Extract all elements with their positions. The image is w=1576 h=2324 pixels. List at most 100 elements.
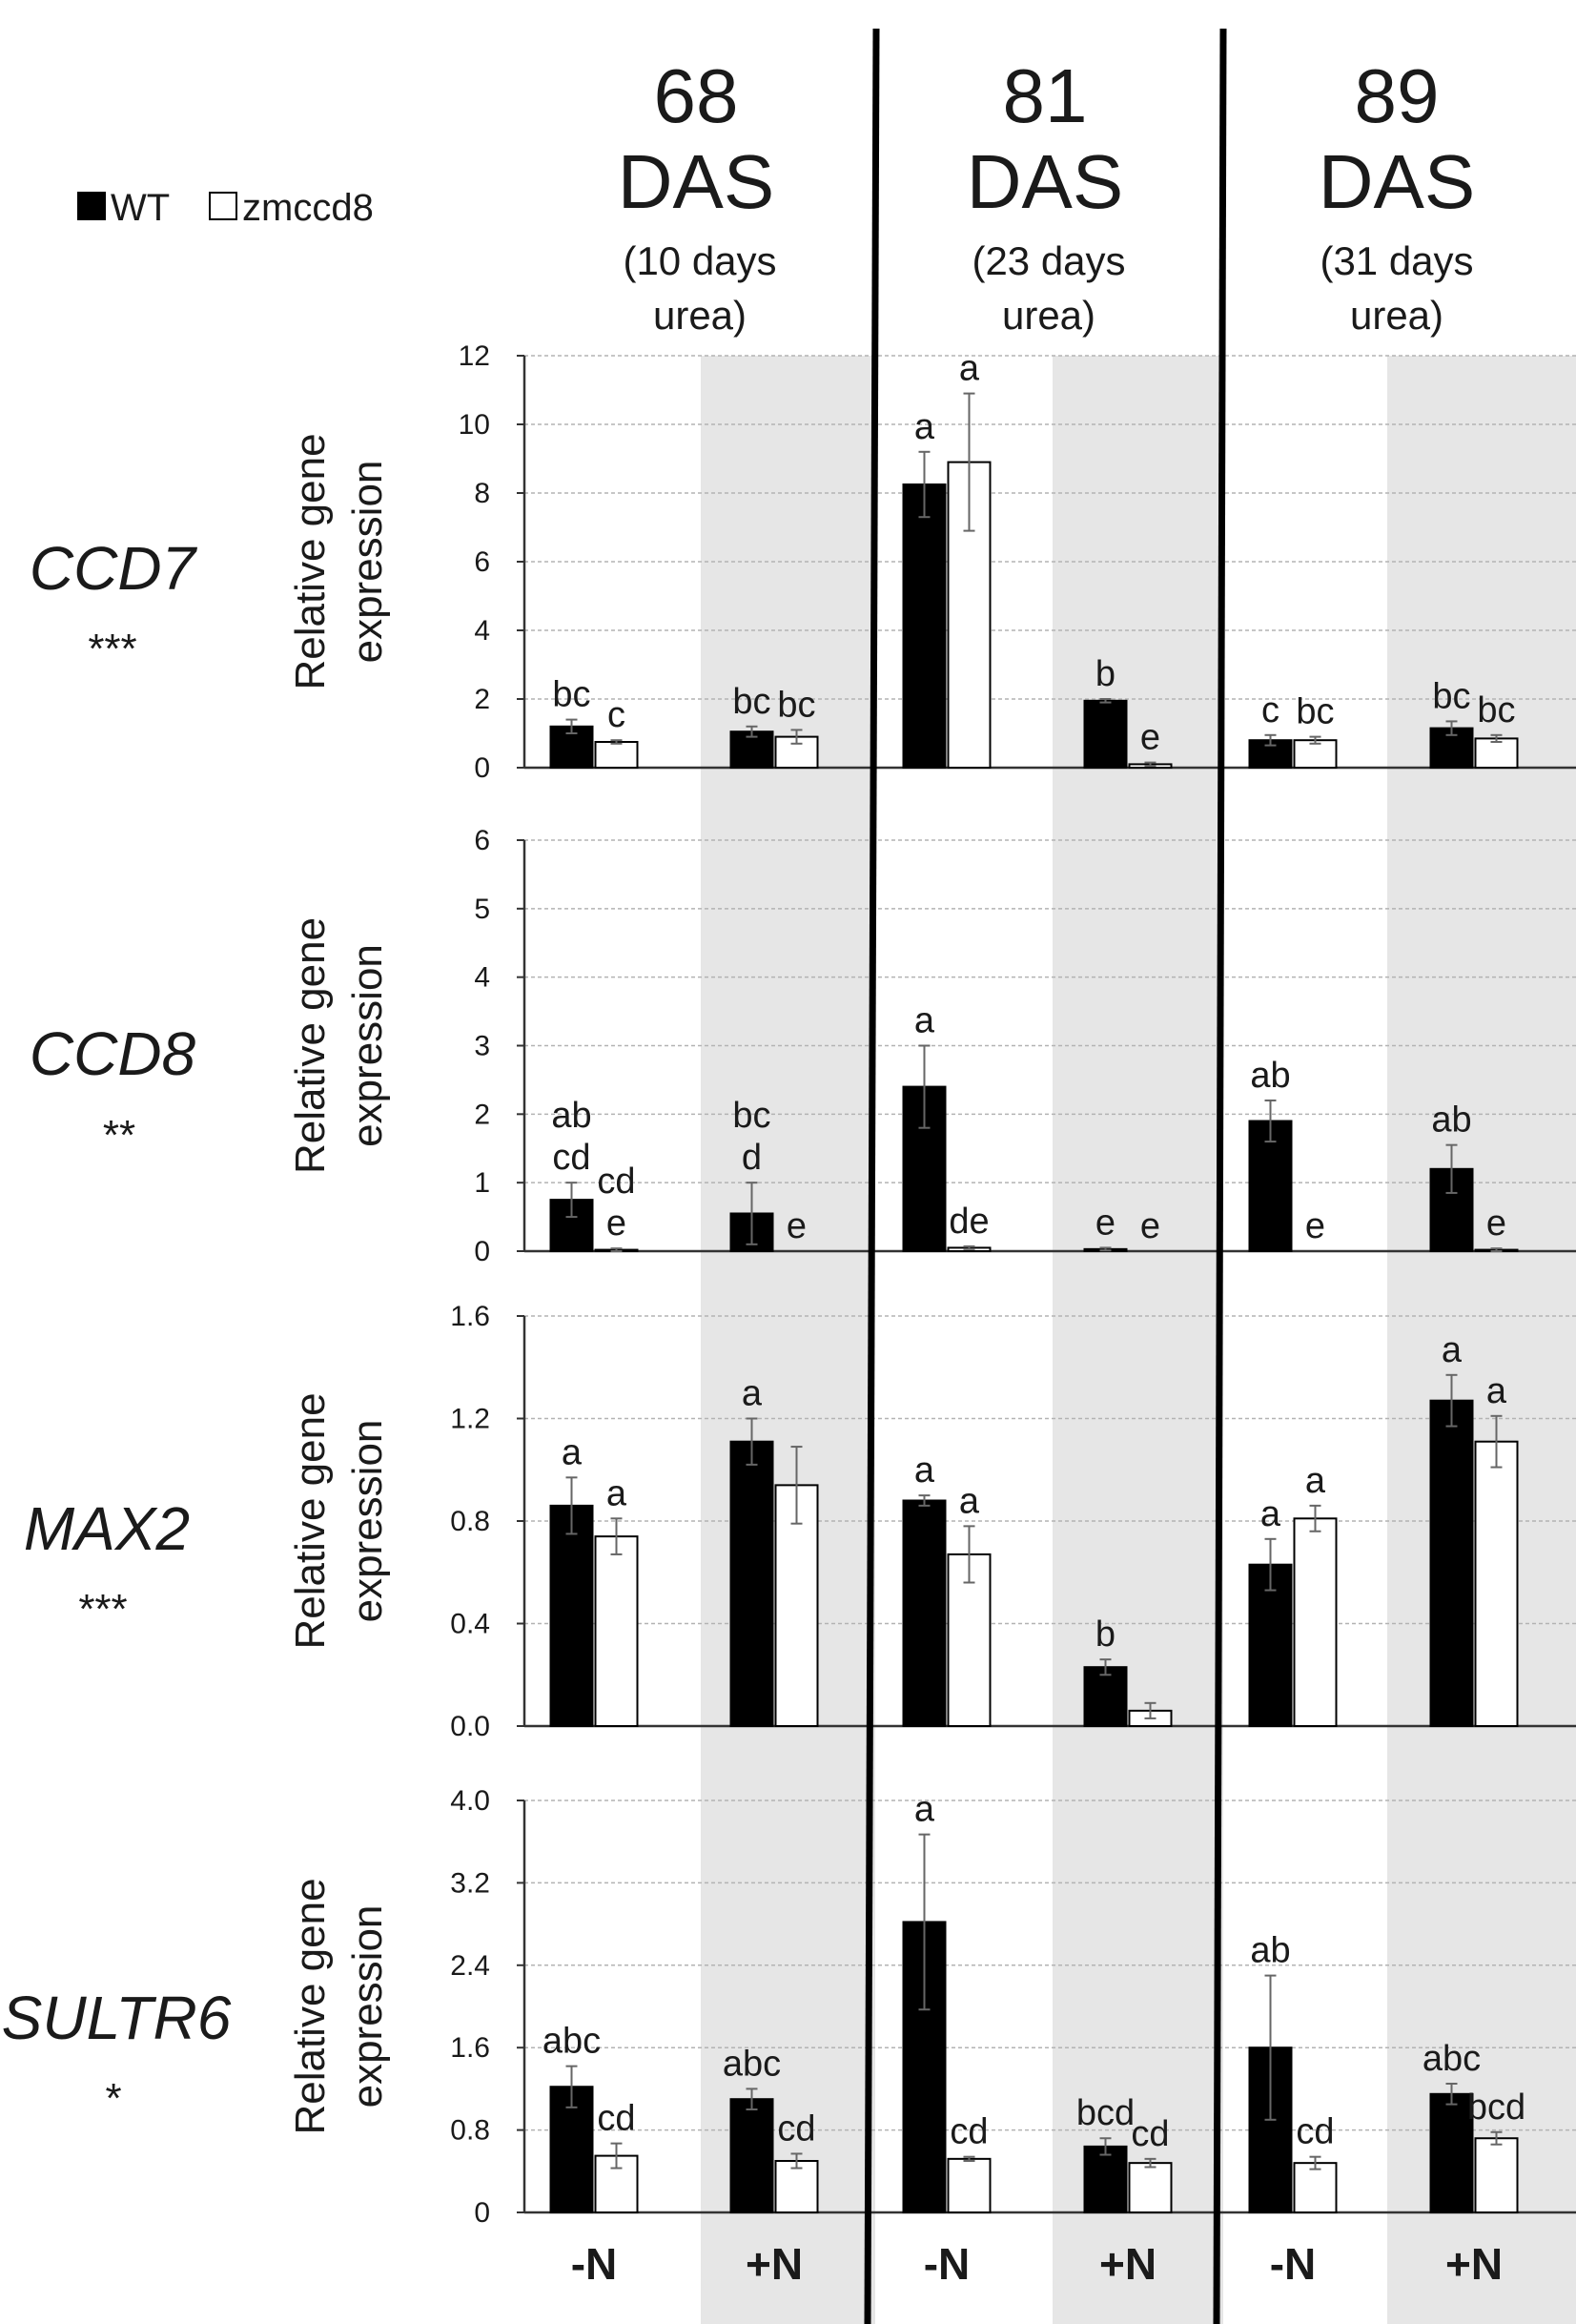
y-tick-label: 0 [474,1236,490,1267]
y-axis-label: expression [344,1420,391,1623]
y-tick-label: 6 [474,825,490,856]
significance-letter: ab [1431,1100,1471,1141]
significance-letter: b [1095,654,1115,694]
significance-letter: a [914,1001,935,1041]
bar-wt [1429,2092,1474,2214]
timepoint-day: 68 [654,53,739,138]
y-tick-label: 2.4 [450,1950,490,1982]
significance-letter: ab [1250,1931,1290,1971]
significance-letter: a [1305,1461,1326,1501]
significance-letter: b [1095,1614,1115,1655]
y-tick-label: 1.6 [450,2032,490,2064]
timepoint-day: 81 [1003,53,1088,138]
bar-wt [1083,699,1128,769]
significance-letter: bc [1432,676,1470,716]
significance-stars: *** [88,626,136,672]
y-axis-label: Relative gene [287,917,334,1174]
significance-letter: abc [542,2022,601,2062]
significance-letter: e [1486,1203,1506,1244]
y-axis-label: Relative gene [287,1878,334,2134]
bar-zmccd8 [594,741,639,769]
significance-letter: cd [552,1138,590,1178]
bar-wt [902,483,947,769]
bar-zmccd8 [774,1484,819,1727]
timepoint-sub: urea) [1002,293,1095,338]
legend-mutant-label: zmccd8 [242,187,374,229]
timepoint-sub: urea) [1350,293,1443,338]
panel-ccd7: 0 2 4 6 8 10 12 Relative gene expression CCD7 *** b… [30,340,1576,784]
timepoint-day: 89 [1355,53,1440,138]
significance-letter: cd [1296,2112,1334,2152]
gene-name: CCD8 [30,1019,196,1088]
y-tick-label: 0.8 [450,2115,490,2147]
significance-letter: cd [777,2108,815,2149]
y-tick-label: 1.2 [450,1404,490,1435]
bar-wt [1083,2145,1128,2213]
timepoint-sub: (10 days [623,238,776,283]
timepoint-sub: (23 days [972,238,1125,283]
legend: WT zmccd8 [77,187,374,229]
y-tick-label: 0 [474,752,490,784]
y-tick-label: 12 [459,340,490,372]
bar-zmccd8 [1474,2137,1519,2213]
significance-letter: cd [950,2112,988,2152]
bar-zmccd8 [1293,1517,1338,1727]
significance-letter: cd [1131,2114,1169,2154]
timepoint-separator [1213,28,1227,2324]
y-tick-label: 0.8 [450,1506,490,1537]
significance-letter: a [562,1432,583,1472]
y-tick-label: 2 [474,1099,490,1130]
bar-wt [1248,1563,1293,1727]
bar-wt [902,1499,947,1727]
significance-letter: bcd [1076,2093,1135,2133]
significance-stars: ** [103,1112,135,1159]
shade-column [1387,356,1576,2324]
bar-zmccd8 [1474,737,1519,770]
legend-wt-label: WT [111,187,170,229]
significance-letter: bc [1296,692,1334,732]
significance-letter: a [914,1790,935,1830]
y-tick-label: 6 [474,546,490,578]
y-tick-label: 4 [474,962,490,994]
gene-name: CCD7 [30,534,198,603]
significance-letter: e [606,1203,626,1244]
condition-label: +N [746,2239,803,2289]
bar-wt [729,1440,774,1727]
condition-label: -N [571,2239,618,2289]
y-tick-label: 8 [474,478,490,509]
y-tick-label: 2 [474,684,490,715]
timepoint-sub: (31 days [1320,238,1473,283]
significance-letter: c [1261,690,1279,730]
condition-label: -N [1270,2239,1317,2289]
timepoint-unit: DAS [1319,139,1476,224]
significance-letter: d [742,1138,762,1178]
significance-letter: bc [552,675,590,715]
significance-stars: * [105,2075,121,2122]
significance-letter: e [1305,1206,1325,1246]
significance-letter: ab [551,1096,591,1136]
y-axis-label: Relative gene [287,433,334,689]
significance-letter: a [1260,1494,1281,1534]
y-axis-label: expression [344,461,391,664]
significance-letter: a [606,1473,627,1513]
condition-label: +N [1445,2239,1503,2289]
significance-letter: a [959,1481,980,1521]
y-tick-label: 4 [474,615,490,647]
significance-letter: e [1140,718,1160,758]
timepoint-sub: urea) [653,293,747,338]
significance-letter: a [1442,1330,1463,1370]
significance-letter: a [914,1450,935,1491]
y-axis-label: Relative gene [287,1392,334,1649]
shade-column [701,356,875,2324]
condition-labels: -N +N -N +N -N +N [571,2239,1503,2289]
bar-zmccd8 [1293,2162,1338,2213]
y-tick-label: 1.6 [450,1301,490,1332]
bar-wt [1248,1120,1293,1253]
condition-label: -N [924,2239,971,2289]
shade-column [1053,356,1223,2324]
shaded-backgrounds [701,356,1576,2324]
significance-letter: bc [732,1096,770,1136]
significance-letter: e [1140,1206,1160,1246]
